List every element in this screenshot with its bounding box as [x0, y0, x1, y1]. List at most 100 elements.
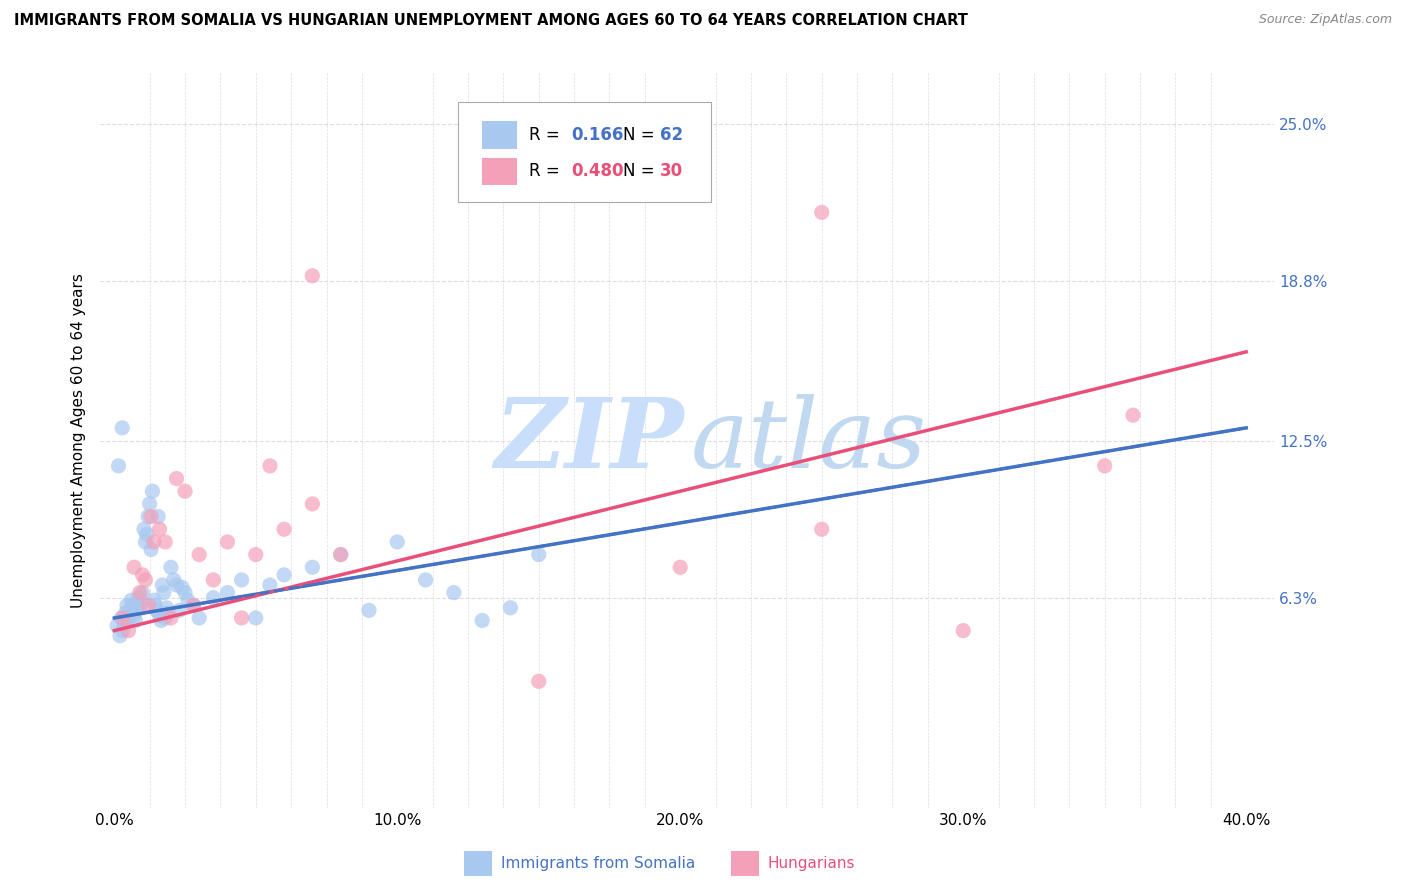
Text: 0.480: 0.480: [571, 162, 623, 180]
Text: R =: R =: [529, 126, 565, 144]
Point: [160, 560, 183, 574]
Point: [148, 608, 170, 623]
Point: [117, 611, 139, 625]
Point: [120, 593, 142, 607]
Point: [111, 624, 134, 638]
Point: [217, 585, 239, 599]
Point: [136, 509, 159, 524]
Point: [183, 599, 205, 613]
Point: [111, 421, 134, 435]
Point: [111, 611, 134, 625]
Point: [135, 527, 157, 541]
Point: [155, 535, 177, 549]
Point: [160, 611, 183, 625]
Point: [1122, 408, 1144, 422]
Text: ZIP: ZIP: [494, 393, 683, 488]
Point: [131, 567, 153, 582]
Point: [136, 599, 159, 613]
Point: [245, 611, 267, 625]
Point: [143, 599, 166, 613]
Point: [122, 560, 145, 574]
Point: [259, 578, 281, 592]
Point: [110, 611, 132, 625]
Point: [138, 497, 160, 511]
Text: 30: 30: [661, 162, 683, 180]
Point: [499, 600, 522, 615]
Text: Hungarians: Hungarians: [768, 856, 855, 871]
Point: [132, 522, 155, 536]
Point: [172, 581, 194, 595]
Point: [125, 603, 148, 617]
Point: [188, 611, 211, 625]
Point: [245, 548, 267, 562]
Point: [129, 596, 152, 610]
Point: [357, 603, 380, 617]
Point: [329, 548, 352, 562]
Point: [231, 573, 253, 587]
Point: [188, 548, 211, 562]
Point: [115, 599, 138, 613]
Point: [122, 608, 145, 623]
Point: [139, 509, 162, 524]
Point: [1094, 458, 1116, 473]
FancyBboxPatch shape: [482, 158, 517, 186]
Point: [118, 603, 141, 617]
Point: [166, 578, 188, 592]
Point: [810, 522, 832, 536]
Point: [231, 611, 253, 625]
Point: [153, 585, 176, 599]
Point: [174, 585, 197, 599]
FancyBboxPatch shape: [458, 103, 711, 202]
Point: [146, 509, 169, 524]
Text: Immigrants from Somalia: Immigrants from Somalia: [501, 856, 695, 871]
Point: [415, 573, 437, 587]
Point: [142, 593, 165, 607]
Point: [166, 471, 188, 485]
Point: [177, 593, 200, 607]
Point: [128, 585, 150, 599]
Point: [141, 484, 163, 499]
Point: [273, 522, 295, 536]
Point: [301, 268, 323, 283]
Point: [471, 614, 494, 628]
Point: [134, 535, 156, 549]
Point: [169, 603, 191, 617]
Point: [952, 624, 974, 638]
Point: [443, 585, 465, 599]
Point: [121, 599, 143, 613]
Point: [301, 560, 323, 574]
Point: [259, 458, 281, 473]
Point: [183, 599, 205, 613]
Point: [112, 615, 135, 630]
Point: [150, 578, 173, 592]
Text: N =: N =: [623, 126, 659, 144]
Point: [202, 573, 225, 587]
Point: [124, 614, 146, 628]
Point: [108, 629, 131, 643]
Point: [669, 560, 692, 574]
Point: [810, 205, 832, 219]
Point: [217, 535, 239, 549]
Point: [273, 567, 295, 582]
Point: [131, 585, 153, 599]
Point: [301, 497, 323, 511]
Point: [142, 535, 165, 549]
Text: atlas: atlas: [690, 393, 927, 488]
Point: [527, 548, 550, 562]
Text: N =: N =: [623, 162, 659, 180]
Point: [329, 548, 352, 562]
Point: [139, 542, 162, 557]
Point: [174, 484, 197, 499]
Point: [157, 606, 180, 620]
Point: [202, 591, 225, 605]
Point: [155, 611, 177, 625]
Point: [163, 573, 186, 587]
Point: [105, 618, 128, 632]
Point: [127, 591, 149, 605]
Point: [145, 603, 167, 617]
FancyBboxPatch shape: [482, 120, 517, 149]
Point: [387, 535, 409, 549]
Text: 0.166: 0.166: [571, 126, 623, 144]
Point: [134, 573, 156, 587]
Point: [148, 522, 170, 536]
